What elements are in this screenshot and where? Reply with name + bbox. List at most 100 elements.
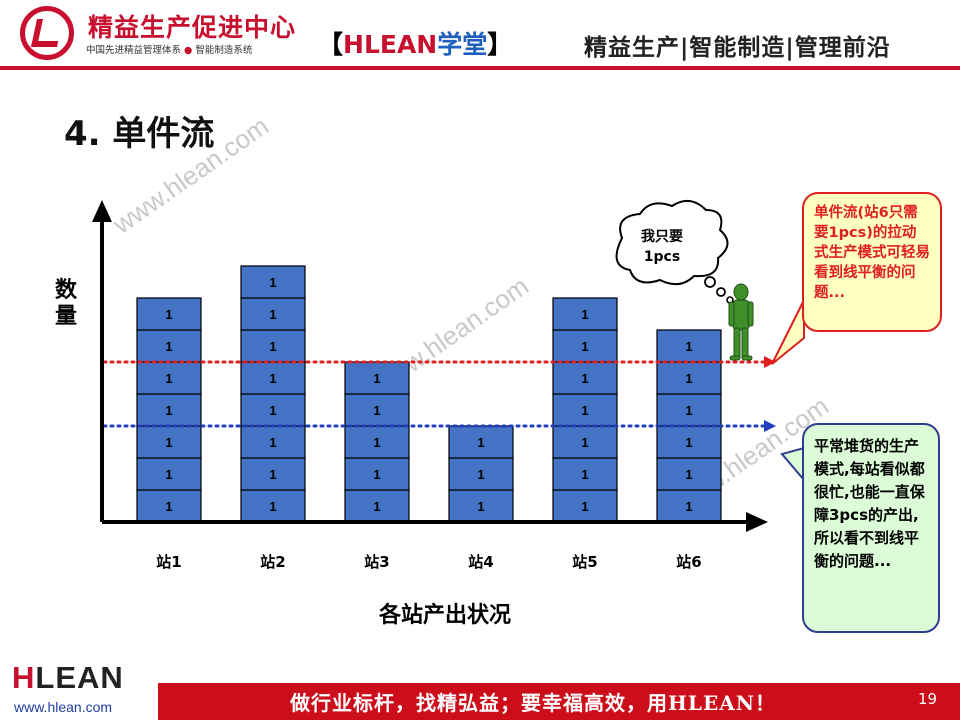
bar-cell-label: 1	[581, 467, 588, 482]
bar-cell-label: 1	[165, 371, 172, 386]
header-academy: 【HLEAN学堂】	[318, 25, 512, 61]
brand-logo-icon	[20, 6, 74, 60]
bar-cell	[448, 457, 514, 491]
bar-cell-label: 1	[477, 467, 484, 482]
x-tick-label: 站6	[676, 553, 701, 571]
bar-cell	[136, 361, 202, 395]
bar-cell-label: 1	[373, 371, 380, 386]
bar-cell-label: 1	[269, 467, 276, 482]
bar-cell-label: 1	[165, 339, 172, 354]
y-axis-label: 数量	[54, 278, 77, 329]
bar-cell-label: 1	[373, 499, 380, 514]
bar-cell-label: 1	[269, 275, 276, 290]
bar-cell-label: 1	[165, 467, 172, 482]
page-number: 19	[918, 690, 938, 708]
bar-cell	[240, 297, 306, 331]
bar-cell-label: 1	[269, 371, 276, 386]
brand-sub-dot: ●	[184, 45, 193, 56]
bar-cell	[344, 457, 410, 491]
thought-text: 我只要 1pcs	[620, 227, 704, 267]
callout-single-pointer	[771, 299, 805, 365]
bar-cell-label: 1	[685, 403, 692, 418]
footer-logo-area	[0, 660, 158, 720]
y-axis-arrow	[92, 200, 112, 222]
x-tick-label: 站5	[572, 553, 597, 571]
bar-cell-label: 1	[477, 499, 484, 514]
callout-single-piece-flow: 单件流(站6只需要1pcs)的拉动式生产模式可轻易看到线平衡的问题...	[802, 192, 942, 332]
worker-figure	[728, 283, 754, 361]
bar-cell	[344, 361, 410, 395]
brand-name: 精益生产促进中心	[88, 13, 297, 42]
brand-subtitle: 中国先进精益管理体系 ● 智能制造系统	[86, 42, 252, 56]
footer-logo-rest: LEAN	[35, 660, 124, 695]
bar-cell	[240, 265, 306, 299]
thought-line-1: 我只要	[641, 229, 683, 245]
bracket-close: 】	[487, 30, 513, 59]
thought-bubble	[615, 199, 734, 304]
bar-cell	[552, 297, 618, 331]
bar-cell-label: 1	[685, 435, 692, 450]
academy-lean: LEAN	[363, 30, 438, 59]
bar-cell	[136, 489, 202, 523]
bar-cell-label: 1	[165, 307, 172, 322]
bar-cell-label: 1	[269, 307, 276, 322]
reference-line-arrow	[764, 420, 776, 432]
bar-cell-label: 1	[269, 435, 276, 450]
thought-line-2: 1pcs	[643, 249, 681, 265]
footer-url-link[interactable]: www.hlean.com	[14, 699, 113, 715]
brand-sub-a: 中国先进精益管理体系	[86, 45, 182, 56]
bar-cell	[240, 361, 306, 395]
bracket-open: 【	[318, 30, 344, 59]
footer-bar	[0, 683, 960, 720]
bar-cell-label: 1	[373, 467, 380, 482]
bar-cell-label: 1	[269, 499, 276, 514]
bar-cell	[552, 425, 618, 459]
reference-lines	[102, 356, 776, 432]
x-tick-label: 站4	[468, 553, 493, 571]
x-tick-labels: 站1 站2 站3 站4 站5 站6	[156, 553, 701, 571]
bar-cell	[656, 361, 722, 395]
bar-cell	[552, 329, 618, 363]
slide-header: 精益生产促进中心 中国先进精益管理体系 ● 智能制造系统 【HLEAN学堂】 精…	[0, 0, 960, 70]
bar-cell	[656, 457, 722, 491]
x-axis-arrow	[746, 512, 768, 532]
bar-cell	[552, 361, 618, 395]
bar-cell-label: 1	[269, 339, 276, 354]
bar-cell-label: 1	[685, 339, 692, 354]
bar-cell	[656, 329, 722, 363]
x-tick-label: 站2	[260, 553, 285, 571]
bar-cell-label: 1	[581, 499, 588, 514]
slide-title: 4. 单件流	[64, 114, 215, 154]
callout-batch-production: 平常堆货的生产模式,每站看似都很忙,也能一直保障3pcs的产出,所以看不到线平衡…	[802, 423, 940, 633]
bar-cell-label: 1	[685, 499, 692, 514]
bar-cell	[240, 393, 306, 427]
bar-cell-label: 1	[581, 403, 588, 418]
bar-cell-label: 1	[581, 371, 588, 386]
bar-cell	[240, 425, 306, 459]
bar-cell	[656, 393, 722, 427]
callout-batch-pointer	[780, 446, 805, 483]
x-tick-label: 站3	[364, 553, 389, 571]
bar-cell-label: 1	[373, 403, 380, 418]
bar-cell	[240, 329, 306, 363]
bar-cell-label: 1	[685, 467, 692, 482]
footer-logo-h: H	[12, 660, 36, 695]
footer-logo: HLEAN	[12, 660, 124, 696]
bar-cell-label: 1	[165, 499, 172, 514]
bar-cell	[136, 297, 202, 331]
bar-cell	[448, 489, 514, 523]
bar-cell-label: 1	[373, 435, 380, 450]
bar-cell	[344, 489, 410, 523]
bar-cell	[136, 329, 202, 363]
bar-cell-label: 1	[165, 435, 172, 450]
bar-cell-label: 1	[581, 435, 588, 450]
header-tagline: 精益生产|智能制造|管理前沿	[584, 35, 891, 61]
bar-cell	[656, 425, 722, 459]
bar-cell-label: 1	[581, 307, 588, 322]
header-divider	[0, 66, 960, 70]
reference-line-arrow	[764, 356, 776, 368]
academy-h: H	[343, 30, 364, 59]
footer-slogan: 做行业标杆，找精弘益；要幸福高效，用HLEAN！	[290, 691, 777, 715]
bars-group: 1 1 1 1 1 1 1 1 1 1 1 1 1 1 1 1 1 1 1 1 1 1 1 1 1 1 1 1 1 1 1 1 1 1 1 1	[136, 265, 722, 523]
bar-cell-label: 1	[477, 435, 484, 450]
